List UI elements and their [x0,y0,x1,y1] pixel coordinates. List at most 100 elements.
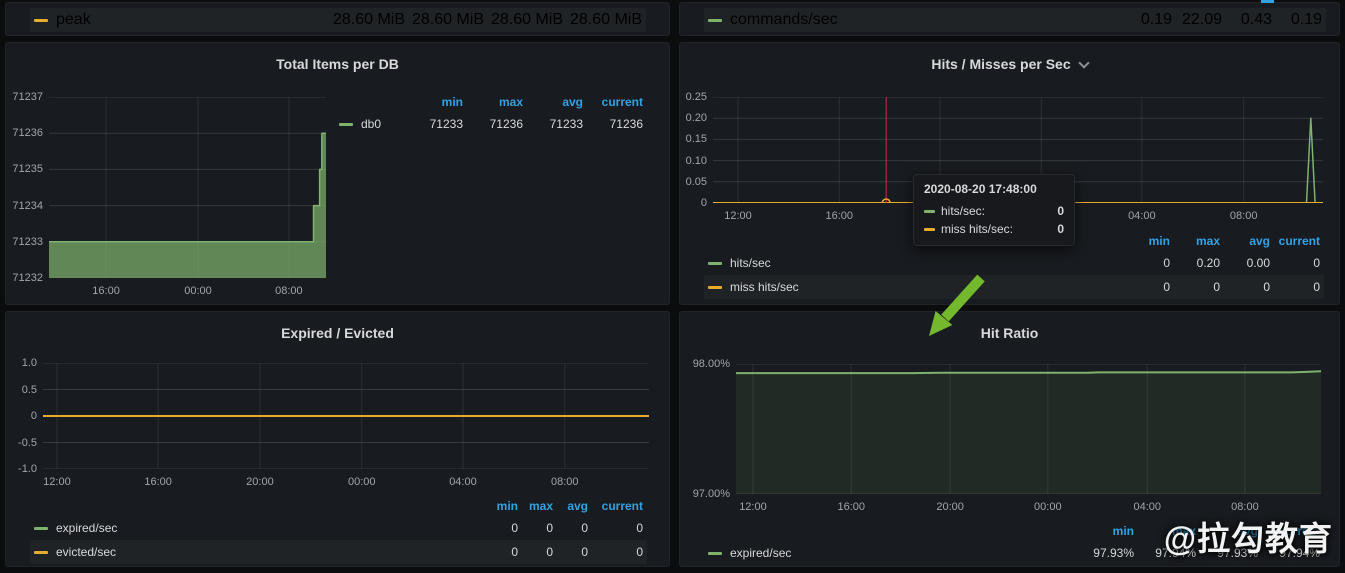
x-tick-label: 04:00 [1128,210,1156,222]
series-color-dash-icon [708,285,722,289]
chart-plot-area[interactable] [736,364,1321,494]
legend-header-avg[interactable]: avg [567,499,588,513]
legend-row: evicted/sec 0 0 0 0 [30,540,647,564]
y-tick-label: 1.0 [21,357,37,369]
legend-header-avg[interactable]: avg [1237,524,1258,538]
y-tick-label: 0.05 [685,175,707,188]
chart-plot-area[interactable] [49,97,326,278]
legend-value-max: 0.20 [1196,256,1220,270]
legend-value-avg: 97.93% [1217,546,1258,560]
x-tick-label: 08:00 [551,476,579,488]
panel-title[interactable]: Total Items per DB [276,56,399,72]
y-tick-label: 0.10 [685,154,707,167]
legend-value-avg: 71233 [549,117,583,131]
panel-total-items-per-db: Total Items per DB min max avg current d… [5,42,670,305]
legend-value-max: 71236 [489,117,523,131]
series-name-hits-sec[interactable]: hits/sec [730,256,771,270]
series-color-dash-icon [708,551,722,555]
legend-value-max: 28.60 MiB [411,11,484,28]
series-name-expired-sec[interactable]: expired/sec [730,546,792,560]
legend-header-min[interactable]: min [1112,524,1134,538]
legend-value-avg: 28.60 MiB [490,11,563,28]
tooltip-row: hits/sec: 0 [924,202,1064,220]
panel-title[interactable]: Expired / Evicted [281,325,394,341]
legend-value-current: 0 [636,521,643,535]
y-tick-label: 0.15 [685,133,707,146]
y-tick-label: 0 [30,410,37,422]
chart-tooltip: 2020-08-20 17:48:00 hits/sec: 0 miss hit… [913,174,1075,246]
legend-header-min[interactable]: min [1148,234,1170,248]
chevron-down-icon[interactable] [1077,57,1090,69]
series-name-expired-sec[interactable]: expired/sec [56,521,118,535]
y-tick-label: 97.00% [692,488,730,500]
panel-title[interactable]: Hit Ratio [980,325,1039,341]
legend-row: miss hits/sec 0 0 0 0 [704,275,1324,299]
legend-header-min[interactable]: min [441,95,463,109]
series-name-evicted-sec[interactable]: evicted/sec [56,545,117,559]
series-name-db0[interactable]: db0 [361,117,382,131]
legend-value-min: 28.60 MiB [332,11,405,28]
legend-row: db0 71233 71236 71233 71236 [335,112,647,136]
legend-header-max[interactable]: max [1195,234,1220,248]
legend-value-max: 0 [546,521,553,535]
legend-header-current[interactable]: current [1278,234,1320,248]
legend-header-max[interactable]: max [498,95,523,109]
legend: min max avg current hits/sec 0 0.20 0.00… [704,231,1324,299]
legend-value-min: 71233 [429,117,463,131]
panel-strip-commands: commands/sec 0.19 22.09 0.43 0.19 [679,2,1340,36]
series-color-dash-icon [708,18,722,22]
legend-value-min: 97.93% [1093,546,1134,560]
x-tick-label: 00:00 [184,285,212,297]
legend-header-max[interactable]: max [1171,524,1196,538]
chart-plot-area[interactable] [43,363,649,469]
x-tick-label: 12:00 [739,501,767,513]
legend-row: hits/sec 0 0.20 0.00 0 [704,251,1324,275]
series-color-dash-icon [708,261,722,265]
legend-value-current: 71236 [609,117,643,131]
panel-title[interactable]: Hits / Misses per Sec [931,56,1071,72]
tooltip-timestamp: 2020-08-20 17:48:00 [924,182,1037,196]
series-color-dash-icon [34,550,48,554]
legend-header-max[interactable]: max [528,499,553,513]
panel-hit-ratio: Hit Ratio min max avg current expired/se… [679,311,1340,567]
legend-header: min max avg current [335,92,647,112]
legend-header: min max avg current [704,231,1324,251]
x-tick-label: 20:00 [246,476,274,488]
legend: min max avg current expired/sec 97.93% 9… [704,521,1324,565]
x-tick-label: 08:00 [275,285,303,297]
legend-value-max: 22.09 [1181,11,1222,28]
legend-value-max: 0 [1213,280,1220,294]
y-tick-label: 0.25 [685,91,707,103]
series-color-dash-icon [924,209,935,213]
legend-header-min[interactable]: min [496,499,518,513]
legend-value-current: 0 [636,545,643,559]
legend-row: commands/sec 0.19 22.09 0.43 0.19 [704,8,1326,32]
series-name-miss-hits-sec[interactable]: miss hits/sec [730,280,799,294]
y-tick-label: -0.5 [18,436,37,449]
legend-value-current: 97.94% [1279,546,1320,560]
watermark: @拉勾教育 [1163,520,1333,557]
legend-header-avg[interactable]: avg [1249,234,1270,248]
x-tick-label: 08:00 [1229,210,1258,222]
x-tick-label: 04:00 [1133,501,1162,513]
legend-header-avg[interactable]: avg [562,95,583,109]
tooltip-series-value: 0 [1057,204,1064,218]
legend-value-max: 97.94% [1155,546,1196,560]
y-tick-label: 71232 [12,272,43,284]
legend-value-max: 0 [546,545,553,559]
series-color-dash-icon [339,122,353,126]
annotation-arrow-icon [929,274,985,336]
cutoff-legend-header-fragment [1261,0,1274,3]
series-name-peak[interactable]: peak [56,11,91,28]
series-color-dash-icon [34,526,48,530]
y-tick-label: 0.5 [21,383,37,396]
legend-value-avg: 0.00 [1246,256,1270,270]
legend-header-current[interactable]: current [601,95,643,109]
tooltip-row: miss hits/sec: 0 [924,220,1064,238]
series-name-commands-sec[interactable]: commands/sec [730,11,838,28]
x-tick-label: 00:00 [1034,501,1062,513]
legend-header-current[interactable]: current [1278,524,1320,538]
legend-header-current[interactable]: current [601,499,643,513]
legend-value-min: 0 [511,545,518,559]
tooltip-series-name: hits/sec: [941,204,986,218]
